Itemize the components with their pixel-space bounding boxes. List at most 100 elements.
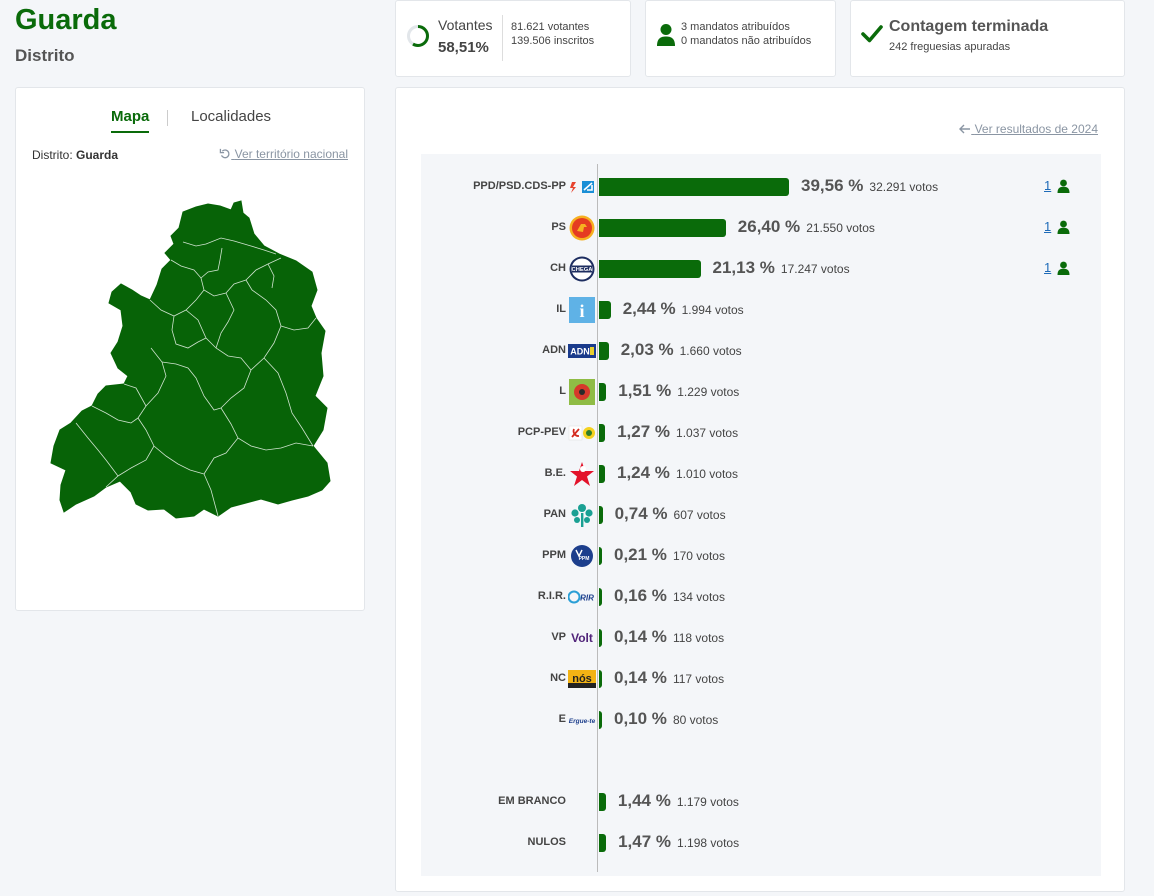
votantes-count: 81.621 votantes xyxy=(511,21,590,33)
adn-logo: ADN xyxy=(568,338,596,364)
result-value: 0,14 % 117 votos xyxy=(614,668,724,688)
result-row: PPD/PSD.CDS-PP 39,56 % 32.291 votos 1 xyxy=(421,174,1101,200)
result-percentage: 0,16 % xyxy=(614,586,667,605)
result-percentage: 2,03 % xyxy=(620,340,674,359)
previous-results-link[interactable]: Ver resultados de 2024 xyxy=(959,122,1098,136)
pan-logo xyxy=(568,502,596,528)
result-bar xyxy=(599,178,789,196)
seats-link[interactable]: 1 xyxy=(1044,260,1052,275)
il-logo: i xyxy=(568,297,596,323)
result-bar xyxy=(599,342,609,360)
freguesias-apuradas: 242 freguesias apuradas xyxy=(889,41,1011,53)
votantes-label: Votantes xyxy=(438,17,493,33)
party-name: PPD/PSD.CDS-PP xyxy=(473,180,566,192)
map-card: Mapa Localidades Distrito: Guarda Ver te… xyxy=(15,87,365,611)
party-name: PPM xyxy=(542,549,566,561)
result-votes: 117 votos xyxy=(672,672,725,686)
district-map[interactable] xyxy=(46,198,336,538)
ppm-logo: PPM xyxy=(568,543,596,569)
result-row: ADN ADN 2,03 % 1.660 votos xyxy=(421,338,1101,364)
result-value: 1,44 % 1.179 votos xyxy=(618,791,739,811)
result-value: 1,24 % 1.010 votos xyxy=(617,463,738,483)
ps-logo xyxy=(568,215,596,241)
person-icon xyxy=(657,24,675,46)
result-value: 2,44 % 1.994 votos xyxy=(623,299,744,319)
party-name: ADN xyxy=(542,344,566,356)
person-icon xyxy=(1057,261,1070,275)
result-row: PAN 0,74 % 607 votos xyxy=(421,502,1101,528)
result-bar xyxy=(599,629,602,647)
result-percentage: 0,10 % xyxy=(614,709,667,728)
municipality-borders xyxy=(75,237,317,517)
result-votes: 1.994 votos xyxy=(681,303,744,317)
result-votes: 607 votos xyxy=(673,508,726,522)
logo-text: ADN xyxy=(570,347,590,357)
party-name: VP xyxy=(551,631,566,643)
arrow-left-icon xyxy=(959,124,971,134)
district-prefix: Distrito: xyxy=(32,148,73,162)
party-name: E xyxy=(558,713,566,725)
person-icon xyxy=(1057,179,1070,193)
result-value: 1,51 % 1.229 votos xyxy=(618,381,739,401)
seats-link[interactable]: 1 xyxy=(1044,219,1052,234)
result-votes: 17.247 votos xyxy=(780,262,850,276)
district-map-shape[interactable] xyxy=(50,200,331,519)
result-votes: 170 votos xyxy=(672,549,725,563)
result-row: EM BRANCO 1,44 % 1.179 votos xyxy=(421,789,1101,815)
page-subtitle: Distrito xyxy=(15,46,75,65)
party-name: CH xyxy=(550,262,566,274)
party-name: PAN xyxy=(543,508,566,520)
result-row: PCP-PEV 1,27 % 1.037 votos xyxy=(421,420,1101,446)
result-bar xyxy=(599,588,602,606)
result-votes: 118 votos xyxy=(672,631,725,645)
result-row: L 1,51 % 1.229 votos xyxy=(421,379,1101,405)
result-bar xyxy=(599,834,607,852)
result-votes: 1.229 votos xyxy=(677,385,740,399)
chart-axis xyxy=(597,164,598,872)
party-name: EM BRANCO xyxy=(498,795,566,807)
national-territory-link[interactable]: Ver território nacional xyxy=(219,147,348,161)
result-row: PPM PPM 0,21 % 170 votos xyxy=(421,543,1101,569)
result-percentage: 1,51 % xyxy=(618,381,672,400)
result-percentage: 0,21 % xyxy=(614,545,667,564)
party-name: B.E. xyxy=(544,467,566,479)
party-name: R.I.R. xyxy=(537,590,566,602)
result-percentage: 1,27 % xyxy=(617,422,671,441)
result-percentage: 39,56 % xyxy=(801,176,864,195)
result-votes: 1.037 votos xyxy=(676,426,739,440)
result-value: 39,56 % 32.291 votos xyxy=(801,176,938,196)
mandatos-nao-atribuidos: 0 mandatos não atribuídos xyxy=(681,35,812,47)
party-name: NULOS xyxy=(527,836,567,848)
results-chart: PPD/PSD.CDS-PP 39,56 % 32.291 votos 1 PS … xyxy=(421,154,1101,876)
party-name: IL xyxy=(556,303,566,315)
result-bar xyxy=(599,793,606,811)
rir-logo: RIR xyxy=(568,584,596,610)
result-bar xyxy=(599,670,602,688)
result-bar xyxy=(599,260,701,278)
result-value: 21,13 % 17.247 votos xyxy=(713,258,850,278)
result-votes: 1.198 votos xyxy=(677,836,740,850)
result-percentage: 1,47 % xyxy=(618,832,672,851)
result-percentage: 21,13 % xyxy=(712,258,775,277)
psd-cds-logo xyxy=(568,174,596,200)
result-percentage: 0,14 % xyxy=(614,668,667,687)
party-name: PCP-PEV xyxy=(517,426,566,438)
undo-icon xyxy=(220,148,230,159)
mandatos-card: 3 mandatos atribuídos 0 mandatos não atr… xyxy=(645,0,836,77)
result-row: CH CHEGA 21,13 % 17.247 votos 1 xyxy=(421,256,1101,282)
logo-text: PPM xyxy=(579,556,590,562)
page-title: Guarda xyxy=(15,4,117,36)
result-row: IL i 2,44 % 1.994 votos xyxy=(421,297,1101,323)
result-votes: 80 votos xyxy=(672,713,719,727)
contagem-card: Contagem terminada 242 freguesias apurad… xyxy=(850,0,1125,77)
results-card: Ver resultados de 2024 PPD/PSD.CDS-PP 39… xyxy=(395,87,1125,892)
result-bar xyxy=(599,219,726,237)
tab-mapa[interactable]: Mapa xyxy=(111,108,150,133)
tab-localidades[interactable]: Localidades xyxy=(191,108,272,125)
previous-results-label: Ver resultados de 2024 xyxy=(974,122,1098,136)
pcp-pev-logo xyxy=(568,420,596,446)
result-value: 0,10 % 80 votos xyxy=(614,709,718,729)
result-value: 0,14 % 118 votos xyxy=(614,627,724,647)
seats-link[interactable]: 1 xyxy=(1044,178,1052,193)
result-bar xyxy=(599,424,606,442)
